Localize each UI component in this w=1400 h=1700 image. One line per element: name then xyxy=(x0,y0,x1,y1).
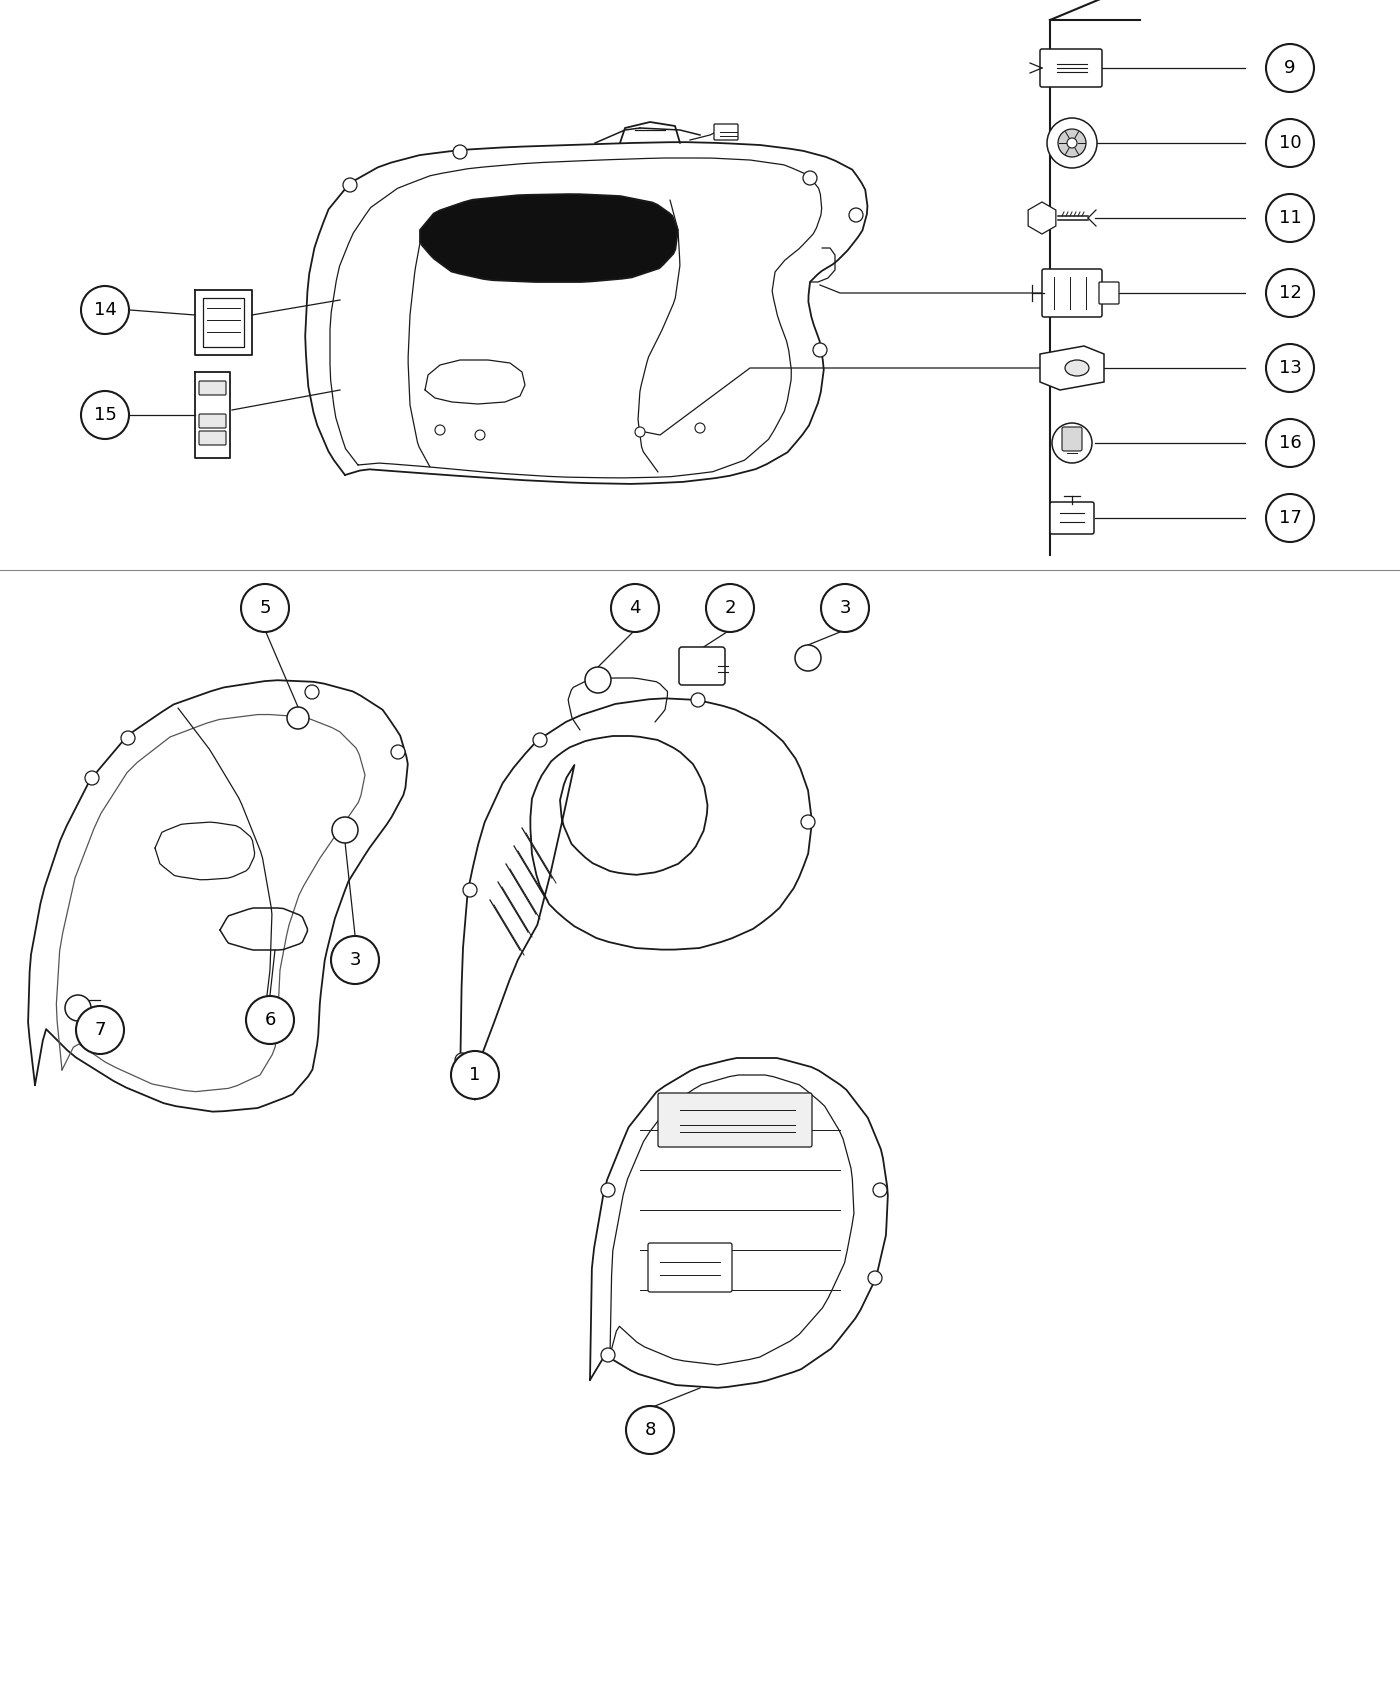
Circle shape xyxy=(81,391,129,439)
Circle shape xyxy=(874,1183,888,1197)
Circle shape xyxy=(451,1051,498,1098)
Circle shape xyxy=(1266,194,1315,241)
Circle shape xyxy=(455,1052,469,1068)
Circle shape xyxy=(1266,495,1315,542)
FancyBboxPatch shape xyxy=(648,1243,732,1292)
FancyBboxPatch shape xyxy=(1040,49,1102,87)
FancyBboxPatch shape xyxy=(1063,427,1082,450)
Circle shape xyxy=(391,745,405,758)
Text: 11: 11 xyxy=(1278,209,1302,228)
Text: 10: 10 xyxy=(1278,134,1302,151)
Text: 13: 13 xyxy=(1278,359,1302,377)
FancyBboxPatch shape xyxy=(1042,269,1102,316)
Circle shape xyxy=(601,1183,615,1197)
Circle shape xyxy=(475,430,484,440)
Text: 9: 9 xyxy=(1284,60,1296,76)
Polygon shape xyxy=(420,194,678,282)
Text: 14: 14 xyxy=(94,301,116,320)
FancyBboxPatch shape xyxy=(714,124,738,139)
Text: 1: 1 xyxy=(469,1066,480,1085)
Circle shape xyxy=(801,814,815,830)
Circle shape xyxy=(454,144,468,160)
Circle shape xyxy=(533,733,547,746)
Text: 17: 17 xyxy=(1278,508,1302,527)
Circle shape xyxy=(868,1272,882,1285)
Circle shape xyxy=(706,585,755,632)
Circle shape xyxy=(1047,117,1098,168)
FancyBboxPatch shape xyxy=(199,415,225,428)
Circle shape xyxy=(692,694,706,707)
Circle shape xyxy=(1266,269,1315,316)
Text: 12: 12 xyxy=(1278,284,1302,303)
Circle shape xyxy=(1266,343,1315,393)
Circle shape xyxy=(694,423,706,434)
Circle shape xyxy=(610,585,659,632)
Text: 4: 4 xyxy=(629,598,641,617)
Circle shape xyxy=(813,343,827,357)
Ellipse shape xyxy=(1065,360,1089,376)
Circle shape xyxy=(1051,423,1092,462)
Circle shape xyxy=(1058,129,1086,156)
Text: 16: 16 xyxy=(1278,434,1302,452)
Circle shape xyxy=(85,772,99,785)
FancyBboxPatch shape xyxy=(199,432,225,445)
Circle shape xyxy=(76,1006,125,1054)
Circle shape xyxy=(1266,44,1315,92)
FancyBboxPatch shape xyxy=(1099,282,1119,304)
Circle shape xyxy=(81,286,129,333)
Circle shape xyxy=(343,178,357,192)
Circle shape xyxy=(241,585,288,632)
Circle shape xyxy=(332,818,358,843)
Circle shape xyxy=(804,172,818,185)
Circle shape xyxy=(1266,418,1315,468)
Circle shape xyxy=(463,882,477,898)
Circle shape xyxy=(626,1406,673,1454)
Polygon shape xyxy=(1028,202,1056,235)
Circle shape xyxy=(305,685,319,699)
Text: 3: 3 xyxy=(349,950,361,969)
FancyBboxPatch shape xyxy=(679,648,725,685)
Circle shape xyxy=(820,585,869,632)
Circle shape xyxy=(120,731,134,745)
Circle shape xyxy=(287,707,309,729)
Text: 15: 15 xyxy=(94,406,116,423)
Circle shape xyxy=(330,937,379,984)
FancyBboxPatch shape xyxy=(1050,502,1093,534)
Circle shape xyxy=(601,1348,615,1362)
Circle shape xyxy=(64,994,91,1022)
Text: 7: 7 xyxy=(94,1022,106,1039)
Text: 2: 2 xyxy=(724,598,736,617)
Circle shape xyxy=(1067,138,1077,148)
Text: 8: 8 xyxy=(644,1421,655,1438)
Circle shape xyxy=(795,644,820,672)
Circle shape xyxy=(585,666,610,694)
Circle shape xyxy=(435,425,445,435)
Text: 3: 3 xyxy=(839,598,851,617)
Polygon shape xyxy=(1040,347,1105,389)
FancyBboxPatch shape xyxy=(199,381,225,394)
Circle shape xyxy=(636,427,645,437)
Text: 5: 5 xyxy=(259,598,270,617)
Text: 6: 6 xyxy=(265,1012,276,1028)
Circle shape xyxy=(848,207,862,223)
Circle shape xyxy=(246,996,294,1044)
Circle shape xyxy=(1266,119,1315,167)
FancyBboxPatch shape xyxy=(658,1093,812,1148)
